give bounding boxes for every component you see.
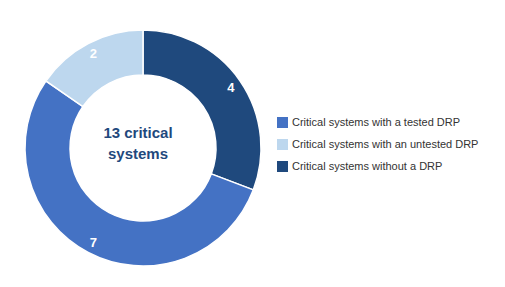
html-text:13 critical: 13 critical xyxy=(103,124,173,141)
svg-text:2: 2 xyxy=(90,46,97,61)
html-text:Critical systems with an untes: Critical systems with an untested DRP xyxy=(292,137,479,150)
svg-text:4: 4 xyxy=(227,80,235,95)
html-text:Critical systems without a DRP: Critical systems without a DRP xyxy=(292,159,443,172)
svg-text:7: 7 xyxy=(90,235,97,250)
html-text:systems: systems xyxy=(108,145,168,162)
html-text:Critical systems with a tested: Critical systems with a tested DRP xyxy=(292,115,461,128)
